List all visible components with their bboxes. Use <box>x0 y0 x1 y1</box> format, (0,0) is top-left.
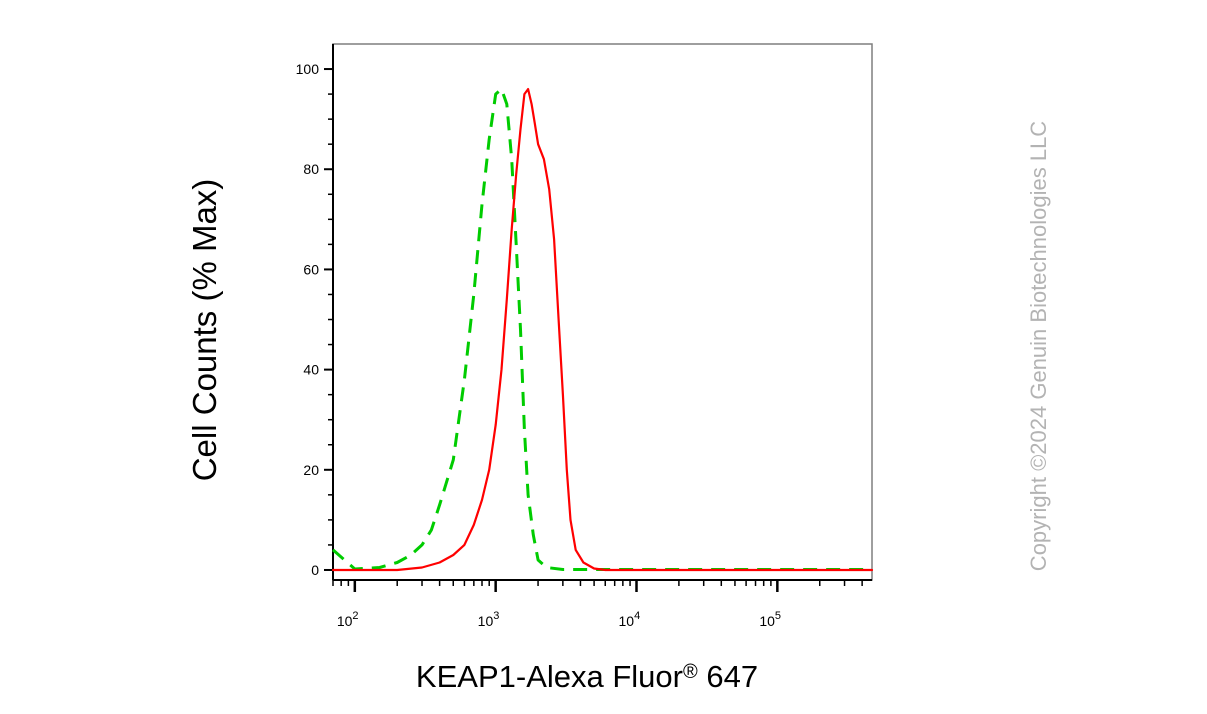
x-tick-label: 105 <box>759 610 781 629</box>
series-layer <box>331 87 874 572</box>
copyright-notice: Copyright ©2024 Genuin Biotechnologies L… <box>1026 121 1051 572</box>
y-tick-label: 100 <box>296 61 320 77</box>
x-axis-title-main: KEAP1-Alexa Fluor <box>416 659 683 694</box>
y-axis-ticks: 0 20 40 60 80 100 <box>296 61 333 578</box>
series-line-solid-red <box>331 87 874 572</box>
y-tick-label: 20 <box>303 462 319 478</box>
y-tick-label: 60 <box>303 261 319 277</box>
x-tick-label: 103 <box>478 610 500 629</box>
x-axis-title-suffix: 647 <box>698 659 758 694</box>
y-tick-label: 80 <box>303 161 319 177</box>
x-axis-title-registered-mark: ® <box>683 661 698 683</box>
y-tick-label: 40 <box>303 362 319 378</box>
x-tick-label: 102 <box>337 610 359 629</box>
y-tick-label: 0 <box>311 562 319 578</box>
y-axis-title: Cell Counts (% Max) <box>186 179 223 482</box>
x-axis-title: KEAP1-Alexa Fluor® 647 <box>416 659 758 694</box>
series-line-dashed-green <box>332 87 872 571</box>
x-axis-ticks: 102 103 104 105 <box>332 580 863 629</box>
plot-frame <box>332 43 873 581</box>
x-tick-label: 104 <box>618 610 640 629</box>
